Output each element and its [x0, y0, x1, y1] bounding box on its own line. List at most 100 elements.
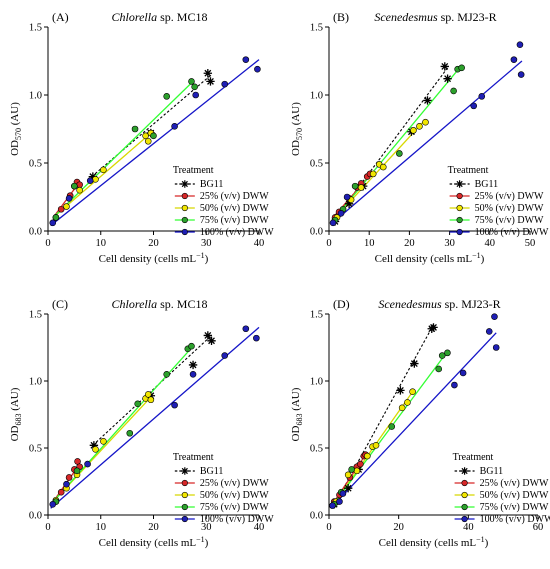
data-point-50 — [422, 118, 429, 126]
data-point-25 — [57, 488, 65, 496]
data-point-100 — [329, 219, 337, 227]
data-point-100 — [516, 41, 524, 48]
y-axis-label-text: OD — [9, 140, 21, 156]
x-tick-label: 40 — [485, 238, 496, 249]
legend-label-100: 100% (v/v) DWW — [475, 227, 549, 238]
data-point-100 — [86, 177, 94, 184]
legend-label-25: 25% (v/v) DWW — [200, 478, 269, 489]
x-tick-label: 0 — [45, 238, 50, 249]
data-point-75 — [188, 78, 195, 85]
legend-marker-bg11 — [455, 180, 464, 188]
panel-title-genus: Chlorella — [112, 297, 158, 311]
legend-label-25: 25% (v/v) DWW — [480, 478, 549, 489]
data-point-bg11 — [440, 62, 449, 71]
data-point-75 — [52, 214, 60, 221]
data-point-100 — [221, 80, 229, 88]
fit-line-bg11 — [91, 74, 212, 178]
data-point-50 — [144, 137, 152, 145]
data-point-75 — [131, 125, 139, 133]
legend-marker-25 — [181, 192, 188, 200]
data-point-100 — [49, 500, 57, 508]
data-point-100 — [65, 195, 73, 202]
data-point-100 — [49, 219, 57, 227]
legend-label-bg11: BG11 — [480, 466, 504, 477]
x-axis-label: Cell density (cells mL−1) — [375, 251, 485, 265]
y-axis-label-end: (AU) — [290, 102, 302, 128]
data-point-50 — [379, 163, 387, 171]
legend-title: Treatment — [173, 165, 214, 176]
y-axis-label: OD683 (AU) — [290, 387, 304, 441]
legend-marker-100 — [181, 228, 188, 236]
data-point-50 — [410, 127, 417, 134]
legend-marker-100 — [456, 228, 463, 236]
data-point-100 — [451, 381, 458, 389]
data-point-100 — [478, 93, 486, 100]
legend-label-75: 75% (v/v) DWW — [200, 215, 269, 226]
data-point-50 — [142, 132, 149, 140]
y-axis-label-end: (AU) — [290, 387, 302, 413]
data-point-75 — [134, 400, 141, 408]
data-point-50 — [364, 452, 371, 460]
legend-marker-75 — [181, 216, 188, 224]
legend-marker-25 — [456, 192, 463, 200]
legend-label-100: 100% (v/v) DWW — [480, 514, 550, 525]
data-point-100 — [343, 193, 351, 201]
y-axis-label-sub: 570 — [14, 128, 23, 140]
y-tick-label: 1.5 — [29, 310, 42, 321]
legend-marker-25 — [461, 479, 468, 487]
y-tick-label: 0.5 — [310, 159, 323, 170]
y-tick-label: 0.0 — [310, 511, 323, 522]
data-point-bg11 — [396, 386, 405, 395]
legend-marker-bg11 — [460, 467, 469, 475]
x-axis-label: Cell density (cells mL−1) — [99, 535, 209, 549]
data-point-75 — [435, 365, 443, 373]
x-tick-label: 20 — [404, 238, 415, 249]
x-axis-label-end: ) — [205, 537, 209, 549]
data-point-bg11 — [410, 359, 419, 368]
y-tick-label: 0.0 — [310, 227, 323, 238]
data-point-100 — [339, 490, 347, 497]
y-tick-label: 1.0 — [310, 377, 323, 388]
y-axis-label-text: OD — [290, 425, 302, 441]
fit-line-75 — [52, 80, 194, 218]
data-point-75 — [438, 352, 446, 359]
legend-label-25: 25% (v/v) DWW — [200, 191, 269, 202]
y-tick-label: 1.5 — [310, 23, 323, 34]
legend-label-bg11: BG11 — [200, 466, 224, 477]
x-axis-label-text: Cell density (cells mL — [375, 253, 473, 265]
data-point-75 — [444, 349, 451, 357]
y-axis-label: OD683 (AU) — [9, 387, 23, 441]
x-tick-label: 30 — [201, 238, 212, 249]
data-point-100 — [171, 401, 178, 409]
data-point-bg11 — [443, 74, 452, 83]
data-point-75 — [126, 429, 134, 437]
legend-title: Treatment — [448, 165, 489, 176]
data-point-100 — [492, 344, 500, 351]
x-tick-label: 30 — [444, 238, 455, 249]
data-point-100 — [459, 369, 467, 377]
panel-letter: (A) — [52, 10, 69, 24]
fit-line-75 — [332, 67, 461, 221]
y-axis-label-end: (AU) — [9, 102, 21, 128]
data-point-50 — [344, 471, 352, 479]
x-axis-label-sup: −1 — [196, 535, 205, 544]
data-point-bg11 — [88, 172, 98, 181]
data-point-75 — [163, 370, 170, 378]
data-point-100 — [189, 370, 197, 378]
panel-title-strain: sp. MC18 — [157, 10, 207, 24]
y-tick-label: 1.0 — [29, 91, 42, 102]
data-point-50 — [357, 184, 365, 191]
x-axis-label-text: Cell density (cells mL — [99, 537, 197, 549]
x-tick-label: 50 — [525, 238, 536, 249]
panel-letter: (D) — [333, 297, 350, 311]
legend-label-50: 50% (v/v) DWW — [200, 203, 269, 214]
data-point-bg11 — [203, 69, 213, 78]
x-tick-label: 10 — [96, 522, 107, 533]
data-point-100 — [329, 502, 336, 509]
data-point-100 — [242, 56, 250, 63]
y-axis-label-sub: 570 — [295, 128, 304, 140]
data-point-bg11 — [423, 96, 432, 105]
x-tick-label: 40 — [254, 522, 265, 533]
data-point-75 — [351, 182, 359, 190]
panel-d: 0 20 40 60 0.0 0.5 1.0 1.5 (D) Scenedesmus sp. MJ… — [290, 297, 550, 549]
